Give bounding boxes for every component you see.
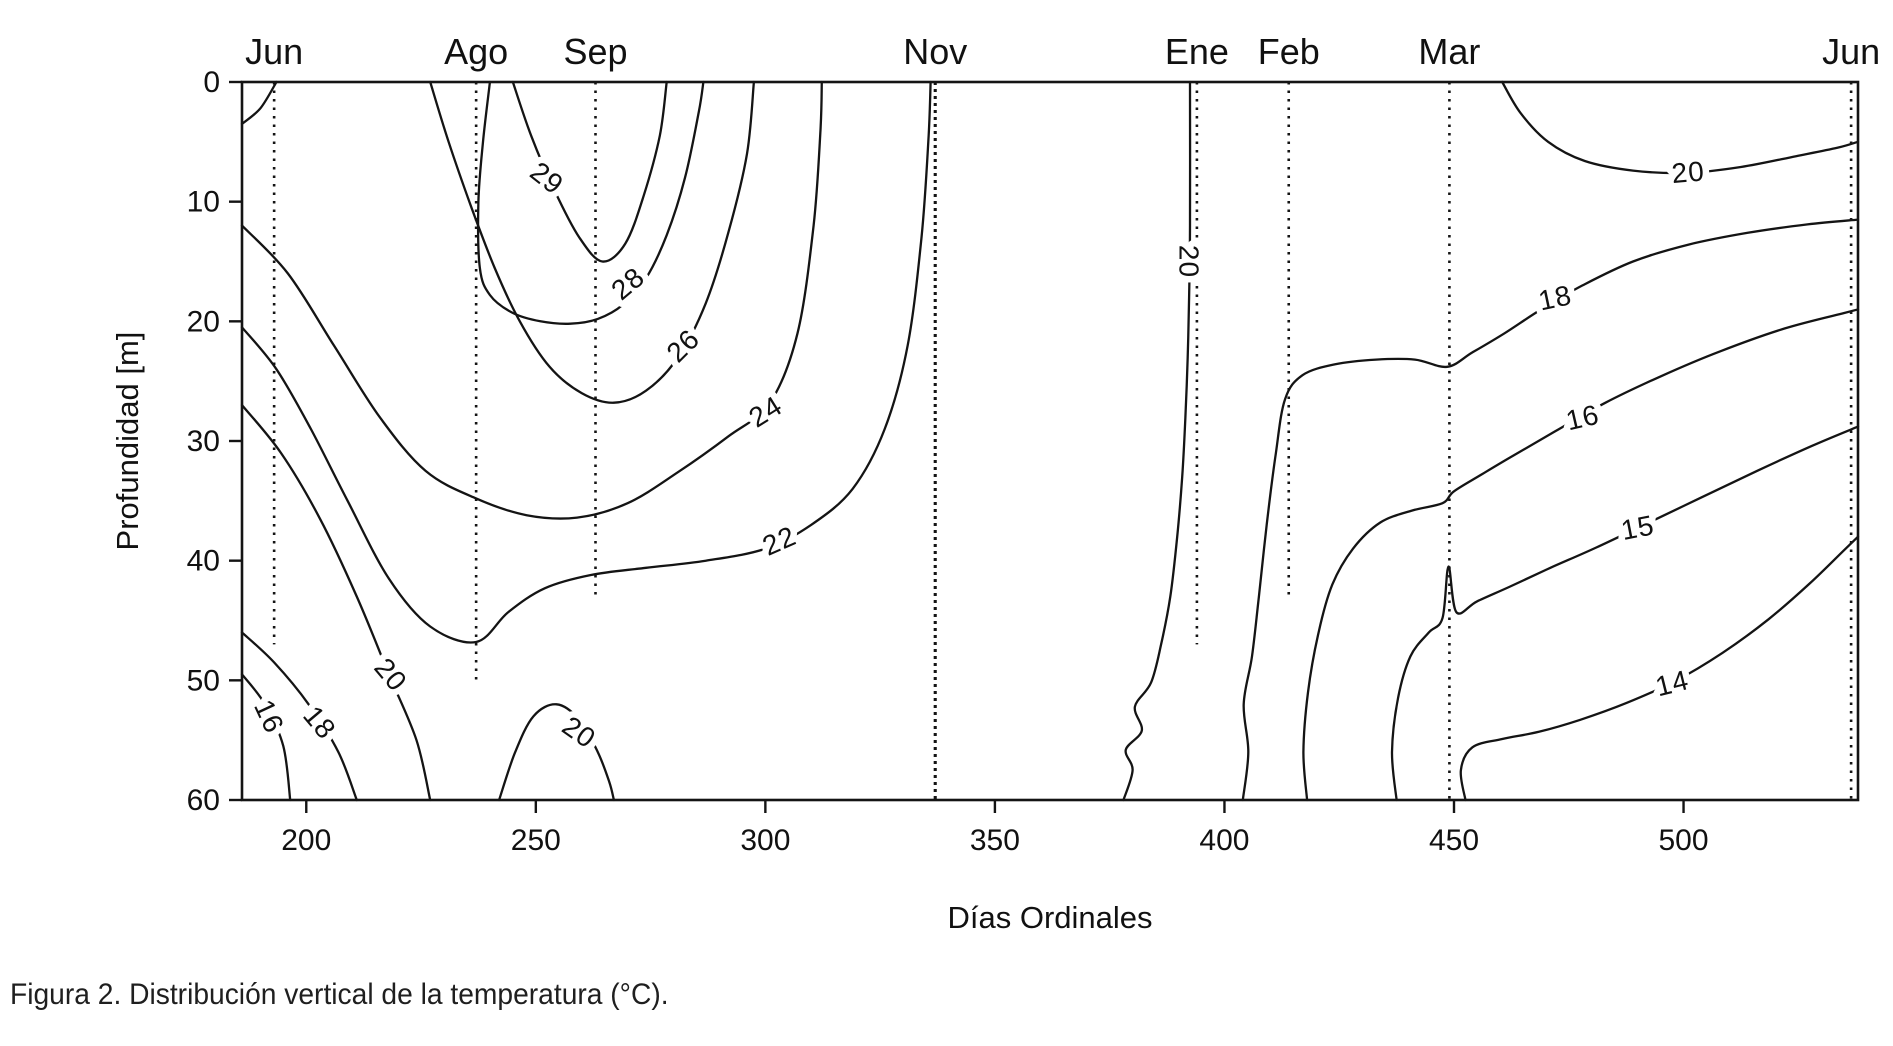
month-label: Sep — [563, 31, 627, 72]
x-tick-label: 300 — [740, 824, 790, 857]
month-label: Jun — [245, 31, 303, 72]
contour-line-18 — [1241, 218, 1860, 802]
y-tick-label: 50 — [187, 664, 220, 697]
contour-line-26 — [240, 80, 278, 126]
x-tick-label: 200 — [281, 824, 331, 857]
month-label: Nov — [903, 31, 967, 72]
contour-line-22 — [240, 80, 932, 644]
contour-line-20 — [1122, 80, 1192, 802]
plot-border — [240, 80, 1860, 802]
contour-line-20 — [240, 403, 432, 802]
contour-line-14 — [1459, 535, 1860, 802]
y-tick-label: 60 — [187, 784, 220, 817]
y-tick-label: 10 — [187, 186, 220, 219]
contour-label-20: 20 — [1174, 245, 1205, 278]
contour-line-15 — [1390, 425, 1860, 802]
figure-caption: Figura 2. Distribución vertical de la te… — [10, 978, 669, 1011]
month-label: Mar — [1418, 31, 1480, 72]
contour-line-18 — [240, 631, 358, 802]
contour-line-16 — [240, 673, 292, 802]
contour-label-24: 24 — [743, 390, 788, 434]
contour-label-29: 29 — [524, 156, 569, 201]
contour-line-20 — [1501, 80, 1860, 175]
y-tick-label: 30 — [187, 425, 220, 458]
contour-label-15: 15 — [1619, 509, 1657, 546]
contour-label-14: 14 — [1652, 664, 1692, 702]
contour-line-28 — [476, 80, 705, 325]
contour-line-16 — [1302, 308, 1860, 802]
contour-label-18: 18 — [1536, 279, 1575, 316]
x-tick-label: 500 — [1659, 824, 1709, 857]
month-label: Ene — [1165, 31, 1229, 72]
month-label: Feb — [1258, 31, 1320, 72]
x-tick-label: 250 — [511, 824, 561, 857]
contour-label-16: 16 — [1563, 399, 1602, 437]
y-axis-title: Profundidad [m] — [110, 332, 145, 551]
x-tick-label: 350 — [970, 824, 1020, 857]
contour-line-24 — [240, 80, 823, 520]
contour-label-22: 22 — [758, 520, 801, 562]
contour-label-16: 16 — [248, 695, 290, 738]
month-label: Jun — [1822, 31, 1880, 72]
y-tick-label: 20 — [187, 305, 220, 338]
contour-line-29 — [511, 80, 668, 263]
contour-label-26: 26 — [660, 323, 705, 368]
month-label: Ago — [444, 31, 508, 72]
contour-line-20 — [497, 703, 616, 802]
contour-line-26 — [429, 80, 756, 404]
contour-label-20: 20 — [368, 652, 413, 697]
y-tick-label: 40 — [187, 545, 220, 578]
x-tick-label: 400 — [1199, 824, 1249, 857]
contour-label-18: 18 — [297, 700, 342, 745]
contour-label-20: 20 — [1670, 155, 1706, 189]
x-tick-label: 450 — [1429, 824, 1479, 857]
contour-label-28: 28 — [605, 261, 650, 306]
y-tick-label: 0 — [203, 66, 220, 99]
x-axis-title: Días Ordinales — [947, 900, 1152, 935]
